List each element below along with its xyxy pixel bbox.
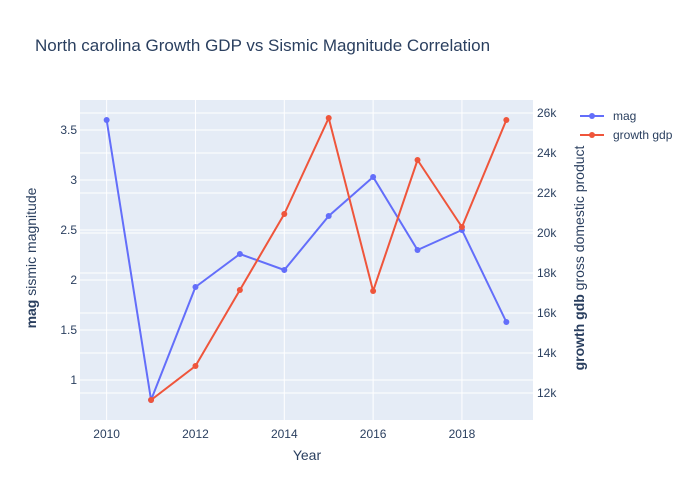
data-point bbox=[281, 211, 288, 217]
data-point bbox=[192, 363, 199, 369]
data-point bbox=[325, 213, 332, 219]
y-left-tick-label: 2.5 bbox=[60, 223, 77, 237]
y-left-tick-label: 1.5 bbox=[60, 323, 77, 337]
data-point bbox=[503, 117, 510, 123]
legend-label: mag bbox=[613, 109, 636, 123]
y-right-tick-label: 22k bbox=[537, 186, 557, 200]
data-point bbox=[458, 224, 465, 230]
y-right-axis-title: growth gdb gross domestic product bbox=[571, 145, 587, 370]
data-point bbox=[192, 284, 199, 290]
y-right-tick-label: 14k bbox=[537, 346, 557, 360]
y-left-axis-title: mag sismic magnitude bbox=[23, 187, 39, 328]
legend-item[interactable]: mag bbox=[580, 109, 636, 123]
data-point bbox=[236, 287, 243, 293]
y-right-axis-title-rest: gross domestic product bbox=[571, 145, 587, 294]
series-mag bbox=[103, 117, 510, 403]
tick-labels: 2010 2012 2014 2016 2018 1 1.5 2 2.5 3 3.5 12k 14k 16… bbox=[60, 106, 557, 441]
series-line bbox=[105, 119, 508, 401]
series-growth-gdp bbox=[148, 115, 510, 403]
data-point bbox=[370, 288, 377, 294]
x-tick-label: 2016 bbox=[360, 427, 387, 441]
data-point bbox=[236, 251, 243, 257]
y-left-axis-title-bold: mag bbox=[23, 300, 39, 329]
y-right-tick-label: 16k bbox=[537, 306, 557, 320]
legend-item[interactable]: growth gdp bbox=[580, 128, 673, 142]
plot-area bbox=[80, 100, 533, 420]
y-left-tick-label: 2 bbox=[70, 273, 77, 287]
x-tick-label: 2018 bbox=[449, 427, 476, 441]
x-axis-title: Year bbox=[293, 447, 322, 463]
data-point bbox=[325, 115, 332, 121]
x-tick-label: 2014 bbox=[271, 427, 298, 441]
legend-swatch-marker bbox=[589, 132, 595, 138]
data-point bbox=[103, 117, 110, 123]
x-tick-label: 2010 bbox=[93, 427, 120, 441]
data-point bbox=[148, 397, 155, 403]
y-right-axis-title-bold: growth gdb bbox=[571, 294, 587, 370]
data-point bbox=[370, 174, 377, 180]
y-left-tick-label: 3.5 bbox=[60, 123, 77, 137]
data-point bbox=[414, 157, 421, 163]
y-right-tick-label: 26k bbox=[537, 106, 557, 120]
y-right-tick-label: 12k bbox=[537, 386, 557, 400]
data-point bbox=[503, 319, 510, 325]
legend-label: growth gdp bbox=[613, 128, 673, 142]
chart-title: North carolina Growth GDP vs Sismic Magn… bbox=[35, 36, 490, 55]
y-left-tick-label: 1 bbox=[70, 373, 77, 387]
y-right-tick-label: 20k bbox=[537, 226, 557, 240]
legend[interactable]: mag growth gdp bbox=[580, 109, 673, 142]
y-right-tick-label: 24k bbox=[537, 146, 557, 160]
gridlines bbox=[80, 100, 533, 420]
y-left-axis-title-rest: sismic magnitude bbox=[23, 187, 39, 299]
x-tick-label: 2012 bbox=[182, 427, 209, 441]
data-point bbox=[281, 267, 288, 273]
y-left-tick-label: 3 bbox=[70, 173, 77, 187]
legend-swatch-marker bbox=[589, 113, 595, 119]
series-layer bbox=[103, 115, 510, 403]
data-point bbox=[414, 247, 421, 253]
y-right-tick-label: 18k bbox=[537, 266, 557, 280]
